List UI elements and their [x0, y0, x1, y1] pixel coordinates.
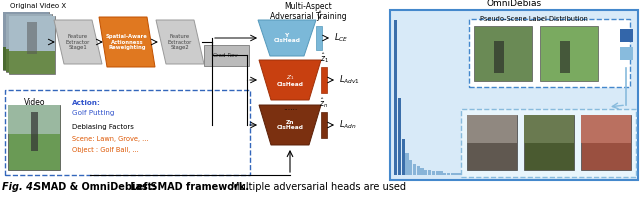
Text: Object : Golf Ball, ...: Object : Golf Ball, ... [72, 147, 139, 153]
Text: $L_{CE}$: $L_{CE}$ [334, 32, 348, 44]
Text: Debiasing Factors: Debiasing Factors [72, 124, 134, 130]
Bar [620, 47, 633, 60]
Bar [24, 20, 34, 52]
Text: Multi-Aspect
Adversarial Training: Multi-Aspect Adversarial Training [269, 2, 346, 21]
Text: Grad-Rev: Grad-Rev [213, 52, 239, 58]
Text: Spatial-Aware
Actionness
Reweighting: Spatial-Aware Actionness Reweighting [106, 34, 148, 50]
Bar [467, 115, 517, 170]
Bar [394, 20, 397, 175]
Bar [494, 41, 504, 73]
Text: $Z_1$
ClsHead: $Z_1$ ClsHead [276, 73, 303, 87]
Bar [474, 26, 532, 81]
Bar [9, 16, 55, 51]
Text: SMAD & OmniDebias.: SMAD & OmniDebias. [34, 182, 152, 192]
Polygon shape [54, 20, 102, 64]
Text: Pseudo-Scene Label Distribution: Pseudo-Scene Label Distribution [480, 16, 588, 22]
Bar [454, 173, 458, 175]
FancyBboxPatch shape [390, 10, 638, 180]
Bar [21, 18, 31, 50]
Bar [524, 115, 574, 142]
Bar [3, 47, 49, 70]
Polygon shape [259, 60, 321, 100]
Bar [540, 26, 598, 81]
Bar [620, 29, 633, 42]
Text: Left:: Left: [127, 182, 156, 192]
Text: SMAD framework.: SMAD framework. [147, 182, 249, 192]
Bar [467, 115, 517, 142]
Bar [8, 105, 60, 134]
Bar [436, 171, 439, 175]
Bar [3, 12, 49, 47]
Bar [401, 138, 404, 175]
Polygon shape [99, 17, 155, 67]
Bar [3, 12, 49, 70]
Text: Scene: Lawn, Grove, ...: Scene: Lawn, Grove, ... [72, 136, 148, 142]
Text: Action:: Action: [72, 100, 101, 106]
FancyBboxPatch shape [461, 109, 636, 177]
Bar [321, 67, 327, 93]
Text: Y
ClsHead: Y ClsHead [273, 33, 301, 43]
Bar [6, 49, 52, 72]
Bar [447, 173, 450, 175]
Text: OmniDebias: OmniDebias [486, 0, 541, 8]
Text: Zn
ClsHead: Zn ClsHead [276, 120, 303, 130]
FancyBboxPatch shape [468, 19, 630, 86]
Text: Fig. 4:: Fig. 4: [2, 182, 36, 192]
Bar [581, 115, 631, 142]
Bar [417, 166, 420, 175]
Bar [27, 22, 37, 54]
Text: Feature
Extractor
Stage1: Feature Extractor Stage1 [66, 34, 90, 50]
Bar [321, 112, 327, 138]
Text: Feature
Extractor
Stage2: Feature Extractor Stage2 [168, 34, 192, 50]
Bar [398, 98, 401, 175]
FancyBboxPatch shape [204, 45, 248, 65]
Bar [443, 173, 446, 175]
Polygon shape [259, 105, 321, 145]
Text: Golf Putting: Golf Putting [72, 110, 115, 116]
Text: $\hat{y}$: $\hat{y}$ [316, 9, 323, 24]
Polygon shape [258, 20, 316, 56]
Bar [581, 115, 631, 170]
Bar [439, 171, 442, 175]
Text: ......: ...... [283, 102, 297, 112]
Bar [9, 51, 55, 74]
Bar [560, 41, 570, 73]
Text: $\hat{z}_n$: $\hat{z}_n$ [319, 96, 328, 110]
Bar [409, 160, 412, 175]
Bar [428, 170, 431, 175]
Bar [6, 14, 52, 72]
Bar [424, 170, 428, 175]
Text: $L_{Adn}$: $L_{Adn}$ [339, 119, 356, 131]
Text: Video: Video [24, 98, 45, 107]
Text: $\hat{z}_1$: $\hat{z}_1$ [319, 51, 328, 65]
Bar [432, 171, 435, 175]
Bar [413, 164, 416, 175]
Text: Multiple adversarial heads are used: Multiple adversarial heads are used [228, 182, 406, 192]
Bar [31, 112, 38, 151]
Text: $L_{Adv1}$: $L_{Adv1}$ [339, 74, 360, 86]
Bar [524, 115, 574, 170]
Bar [9, 16, 55, 74]
Polygon shape [156, 20, 204, 64]
Bar [451, 173, 454, 175]
Bar [420, 168, 424, 175]
Bar [458, 173, 461, 175]
Text: Original Video X: Original Video X [10, 3, 66, 9]
Bar [6, 14, 52, 49]
Bar [316, 26, 322, 50]
Bar [8, 105, 60, 170]
Bar [405, 153, 408, 175]
